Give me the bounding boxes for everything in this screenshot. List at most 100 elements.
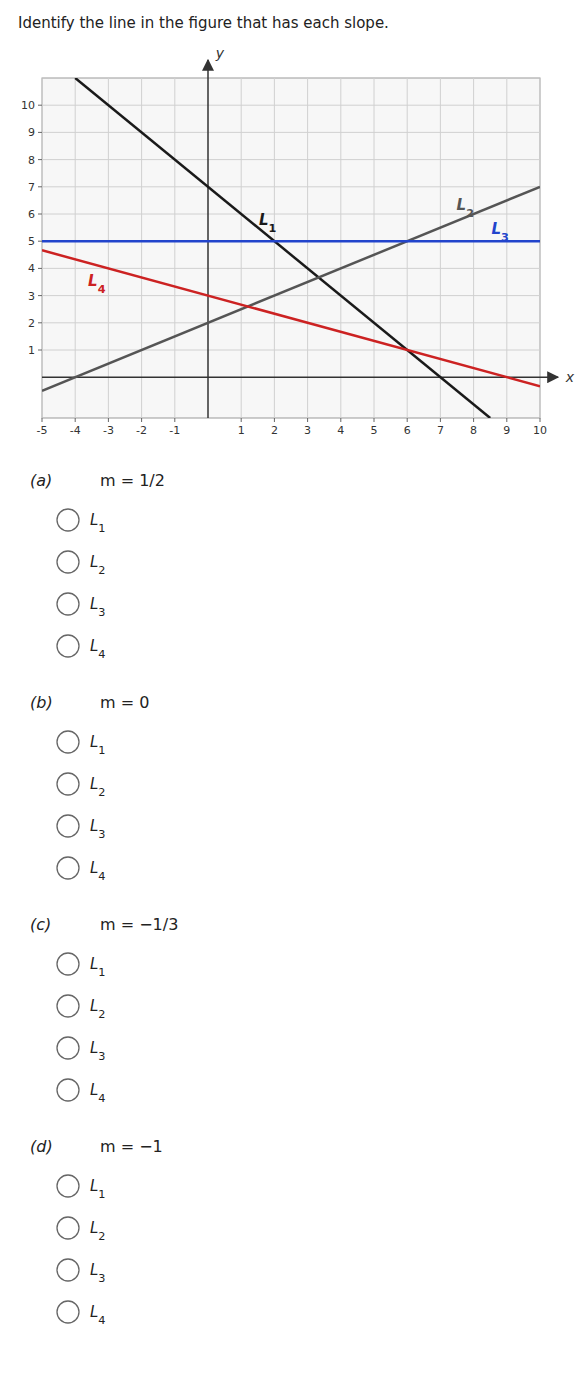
question-part: (c) — [30, 915, 51, 934]
tick-label-x: -5 — [37, 424, 48, 437]
tick-x — [241, 418, 242, 422]
x-axis-label: x — [565, 369, 575, 385]
label-part: 1 — [98, 522, 105, 535]
grid-line-x — [407, 78, 408, 418]
question-option: L4 — [90, 1081, 106, 1105]
question-option: L1 — [90, 511, 106, 535]
tick-x — [42, 418, 43, 422]
label-part: L — [90, 511, 98, 529]
grid-line-y — [42, 159, 540, 160]
label-part: 3 — [501, 231, 509, 244]
tick-label-y: 1 — [28, 344, 35, 357]
question-part: (d) — [30, 1137, 53, 1156]
label-part: L — [90, 955, 98, 973]
label-part: 3 — [98, 828, 105, 841]
question-option: L3 — [90, 1039, 106, 1063]
question-option: L3 — [90, 1261, 106, 1285]
tick-label-y: 7 — [28, 181, 35, 194]
label-part: L — [457, 196, 467, 214]
label-part: L — [259, 211, 269, 229]
label-part: L — [90, 817, 98, 835]
question-slope: m = −1/3 — [100, 915, 178, 934]
tick-label-x: 4 — [337, 424, 344, 437]
title: Identify the line in the figure that has… — [18, 14, 389, 32]
x-axis — [42, 376, 558, 378]
label-part: 3 — [98, 1050, 105, 1063]
radio-circle — [57, 1175, 79, 1197]
label-part: 1 — [98, 744, 105, 757]
tick-label-y: 3 — [28, 290, 35, 303]
question-option: L2 — [90, 775, 106, 799]
label-part: 2 — [98, 564, 105, 577]
label-part: L — [491, 220, 501, 238]
line-label: L1 — [259, 211, 277, 235]
radio-circle — [57, 1079, 79, 1101]
grid-line-x — [241, 78, 242, 418]
tick-label-y: 6 — [28, 208, 35, 221]
question-option: L2 — [90, 553, 106, 577]
label-part: L — [90, 1303, 98, 1321]
page: Identify the line in the figure that has… — [0, 0, 587, 1377]
grid-line-y — [42, 105, 540, 106]
radio-circle — [57, 1217, 79, 1239]
grid-line-y — [42, 268, 540, 269]
tick-x — [307, 418, 308, 422]
radio-circle — [57, 635, 79, 657]
line — [42, 187, 540, 391]
grid-line-x — [141, 78, 142, 418]
question-part: (a) — [30, 471, 52, 490]
question-part: (b) — [30, 693, 53, 712]
label-part: 2 — [466, 207, 474, 220]
radio-circle — [57, 857, 79, 879]
radio-circle — [57, 1301, 79, 1323]
label-part: L — [90, 637, 98, 655]
tick-label-x: 9 — [503, 424, 510, 437]
grid-line-x — [440, 78, 441, 418]
tick-label-x: 2 — [271, 424, 278, 437]
tick-y — [38, 132, 42, 133]
tick-label-x: -3 — [103, 424, 114, 437]
tick-label-x: 3 — [304, 424, 311, 437]
grid-line-x — [42, 78, 43, 418]
line — [42, 240, 540, 243]
grid-line-x — [540, 78, 541, 418]
tick-label-y: 9 — [28, 126, 35, 139]
tick-x — [108, 418, 109, 422]
tick-x — [75, 418, 76, 422]
question-option: L2 — [90, 1219, 106, 1243]
grid-line-y — [42, 350, 540, 351]
line-label: L4 — [88, 272, 106, 296]
question-option: L4 — [90, 859, 106, 883]
tick-label-x: 7 — [437, 424, 444, 437]
tick-y — [38, 159, 42, 160]
label-part: L — [90, 1039, 98, 1057]
tick-label-x: -2 — [136, 424, 147, 437]
label-part: 2 — [98, 1008, 105, 1021]
question-option: L3 — [90, 595, 106, 619]
line-label: L2 — [457, 196, 474, 220]
label-part: 3 — [98, 1272, 105, 1285]
tick-label-x: -4 — [70, 424, 81, 437]
y-axis-label: y — [215, 45, 225, 61]
line — [42, 250, 540, 386]
tick-x — [473, 418, 474, 422]
label-part: 4 — [98, 648, 105, 661]
grid-line-x — [307, 78, 308, 418]
tick-label-x: 1 — [238, 424, 245, 437]
radio-circle — [57, 1037, 79, 1059]
label-part: L — [90, 1177, 98, 1195]
grid-line-x — [174, 78, 175, 418]
tick-label-x: 8 — [470, 424, 477, 437]
tick-x — [440, 418, 441, 422]
label-part: L — [88, 272, 98, 290]
tick-label-x: 5 — [371, 424, 378, 437]
radio-circle — [57, 593, 79, 615]
tick-y — [38, 295, 42, 296]
question-option: L4 — [90, 1303, 106, 1327]
tick-x — [340, 418, 341, 422]
label-part: 3 — [98, 606, 105, 619]
label-part: 4 — [98, 283, 106, 296]
label-part: L — [90, 775, 98, 793]
radio-circle — [57, 773, 79, 795]
tick-y — [38, 241, 42, 242]
